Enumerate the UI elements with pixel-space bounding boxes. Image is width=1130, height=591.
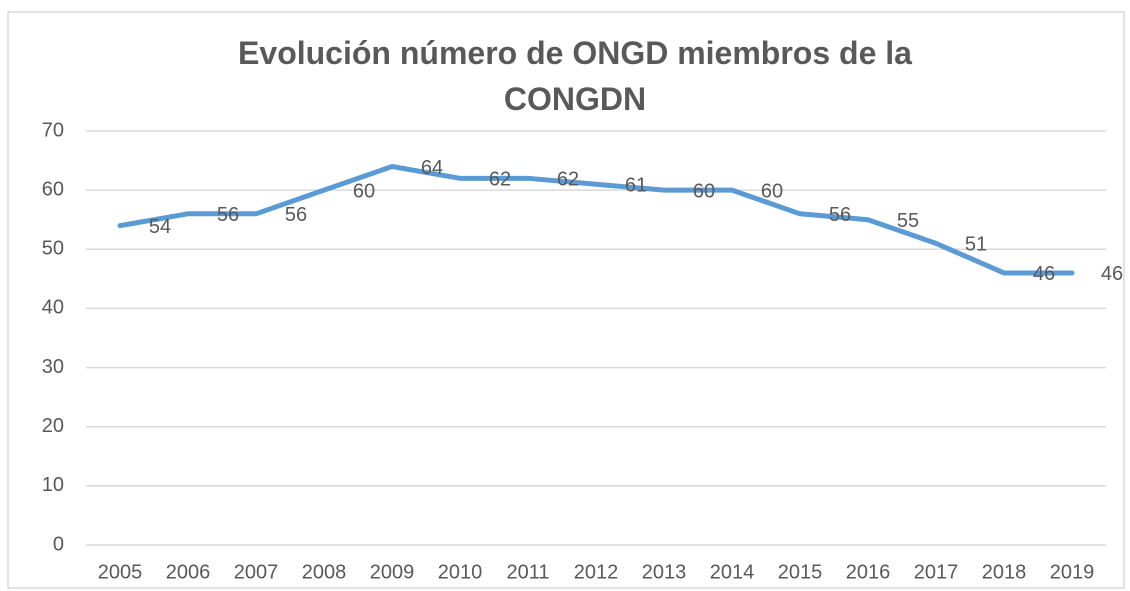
data-label: 64 bbox=[421, 157, 443, 179]
y-tick-label: 60 bbox=[42, 178, 64, 200]
x-tick-label: 2011 bbox=[506, 561, 549, 583]
x-tick-label: 2005 bbox=[98, 561, 143, 583]
data-label: 62 bbox=[489, 169, 511, 191]
y-tick-label: 70 bbox=[42, 119, 64, 141]
data-label: 46 bbox=[1101, 263, 1123, 285]
y-tick-label: 20 bbox=[42, 415, 64, 437]
x-tick-label: 2017 bbox=[914, 561, 959, 583]
x-tick-label: 2015 bbox=[778, 561, 823, 583]
data-label: 62 bbox=[557, 169, 579, 191]
data-label: 56 bbox=[285, 204, 307, 226]
y-tick-label: 0 bbox=[53, 533, 64, 555]
x-tick-label: 2014 bbox=[710, 561, 755, 583]
data-label: 55 bbox=[897, 210, 919, 232]
data-label: 61 bbox=[625, 175, 647, 197]
x-tick-label: 2008 bbox=[302, 561, 347, 583]
data-line bbox=[117, 163, 1075, 276]
x-tick-label: 2013 bbox=[642, 561, 687, 583]
y-tick-label: 40 bbox=[42, 297, 64, 319]
x-tick-label: 2010 bbox=[438, 561, 483, 583]
y-tick-label: 50 bbox=[42, 238, 64, 260]
x-tick-label: 2016 bbox=[846, 561, 891, 583]
data-label: 54 bbox=[149, 216, 171, 238]
y-tick-label: 10 bbox=[42, 474, 64, 496]
x-tick-label: 2012 bbox=[574, 561, 619, 583]
data-label: 60 bbox=[353, 180, 375, 202]
data-label: 46 bbox=[1033, 263, 1055, 285]
x-tick-label: 2019 bbox=[1050, 561, 1095, 583]
data-label: 56 bbox=[217, 204, 239, 226]
data-label: 60 bbox=[761, 180, 783, 202]
x-tick-label: 2009 bbox=[370, 561, 415, 583]
chart-title: Evolución número de ONGD miembros de la … bbox=[238, 35, 912, 117]
x-tick-label: 2007 bbox=[234, 561, 279, 583]
data-label: 56 bbox=[829, 204, 851, 226]
data-label: 60 bbox=[693, 180, 715, 202]
x-tick-label: 2018 bbox=[982, 561, 1027, 583]
x-tick-label: 2006 bbox=[166, 561, 211, 583]
y-tick-label: 30 bbox=[42, 356, 64, 378]
chart-border bbox=[7, 11, 1125, 589]
data-label: 51 bbox=[965, 234, 987, 256]
